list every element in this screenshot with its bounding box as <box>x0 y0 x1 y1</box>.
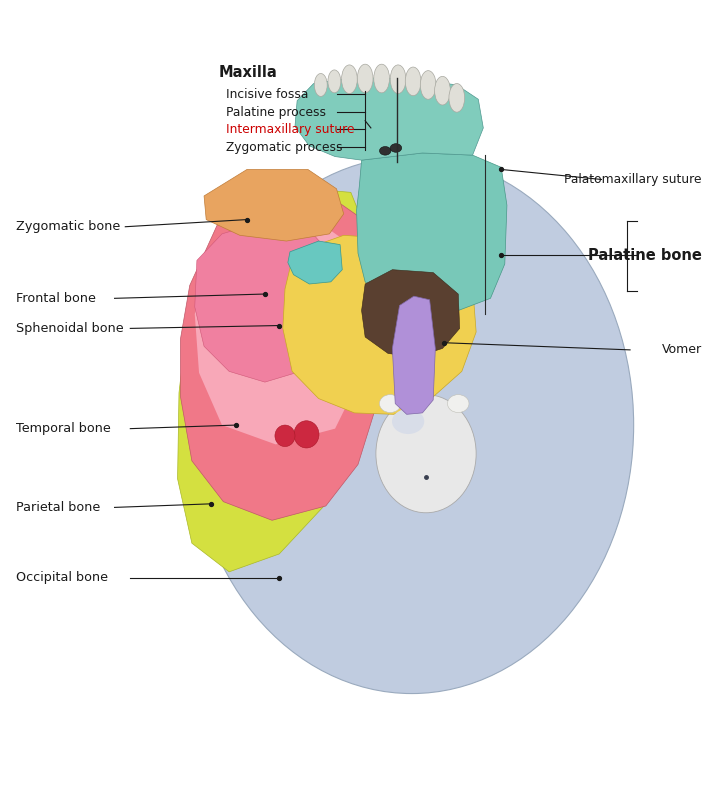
Ellipse shape <box>374 64 390 93</box>
Polygon shape <box>195 219 369 444</box>
Text: Maxilla: Maxilla <box>218 66 277 80</box>
Text: Frontal bone: Frontal bone <box>16 292 96 305</box>
Ellipse shape <box>328 70 341 93</box>
Text: Parietal bone: Parietal bone <box>16 501 100 514</box>
Ellipse shape <box>448 394 469 413</box>
Text: Palatine process: Palatine process <box>226 106 326 118</box>
Ellipse shape <box>314 74 327 97</box>
Ellipse shape <box>379 146 391 155</box>
Ellipse shape <box>392 409 424 434</box>
Ellipse shape <box>449 83 465 112</box>
Ellipse shape <box>390 65 406 94</box>
Ellipse shape <box>275 425 295 446</box>
Text: Occipital bone: Occipital bone <box>16 571 107 584</box>
Text: Zygomatic process: Zygomatic process <box>226 141 342 154</box>
Ellipse shape <box>390 144 402 152</box>
Polygon shape <box>392 296 435 414</box>
Text: Palatomaxillary suture: Palatomaxillary suture <box>564 173 702 186</box>
Text: Zygomatic bone: Zygomatic bone <box>16 220 120 234</box>
Text: Incisive fossa: Incisive fossa <box>226 88 308 101</box>
Text: Sphenoidal bone: Sphenoidal bone <box>16 322 123 335</box>
Polygon shape <box>362 270 460 357</box>
Polygon shape <box>357 153 507 313</box>
Ellipse shape <box>342 65 357 94</box>
Text: Temporal bone: Temporal bone <box>16 422 110 435</box>
Polygon shape <box>195 221 337 382</box>
Polygon shape <box>180 196 387 520</box>
Ellipse shape <box>294 421 319 448</box>
Polygon shape <box>288 241 342 284</box>
Ellipse shape <box>435 76 450 105</box>
Text: Palatine bone: Palatine bone <box>588 248 702 263</box>
Ellipse shape <box>376 394 476 513</box>
Ellipse shape <box>405 67 421 96</box>
Polygon shape <box>178 189 365 572</box>
Ellipse shape <box>420 70 436 99</box>
Polygon shape <box>204 170 344 241</box>
Polygon shape <box>295 78 483 160</box>
Ellipse shape <box>379 394 401 413</box>
Ellipse shape <box>357 64 373 93</box>
Text: Vomer: Vomer <box>662 343 702 356</box>
Ellipse shape <box>190 157 634 694</box>
Text: Intermaxillary suture: Intermaxillary suture <box>226 123 354 136</box>
Polygon shape <box>283 235 476 414</box>
